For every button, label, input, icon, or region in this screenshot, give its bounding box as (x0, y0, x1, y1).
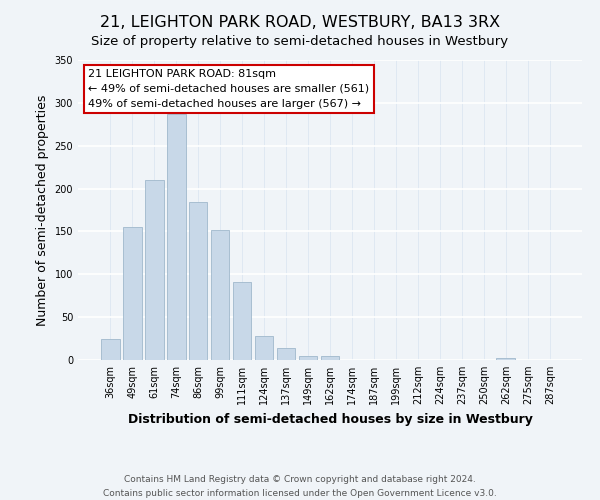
Bar (123, 227, 142, 360)
Bar (299, 356, 317, 360)
Text: Size of property relative to semi-detached houses in Westbury: Size of property relative to semi-detach… (91, 35, 509, 48)
Bar (277, 348, 295, 360)
Bar (233, 282, 251, 360)
Bar (320, 356, 340, 360)
Bar (211, 230, 229, 360)
Bar (145, 180, 164, 360)
Bar (101, 338, 119, 360)
Text: 21, LEIGHTON PARK ROAD, WESTBURY, BA13 3RX: 21, LEIGHTON PARK ROAD, WESTBURY, BA13 3… (100, 15, 500, 30)
Bar (255, 336, 274, 360)
Bar (496, 358, 515, 360)
Bar (189, 202, 208, 360)
X-axis label: Distribution of semi-detached houses by size in Westbury: Distribution of semi-detached houses by … (128, 412, 532, 426)
Y-axis label: Number of semi-detached properties: Number of semi-detached properties (36, 94, 49, 326)
Bar (167, 114, 185, 360)
Text: 21 LEIGHTON PARK ROAD: 81sqm
← 49% of semi-detached houses are smaller (561)
49%: 21 LEIGHTON PARK ROAD: 81sqm ← 49% of se… (88, 69, 369, 108)
Text: Contains HM Land Registry data © Crown copyright and database right 2024.
Contai: Contains HM Land Registry data © Crown c… (103, 476, 497, 498)
